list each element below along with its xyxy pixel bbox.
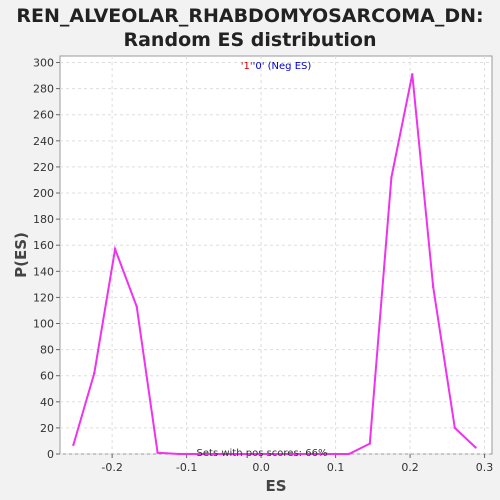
y-tick-label: 240 [33,135,54,148]
x-tick-label: 0.0 [252,461,270,474]
legend-entry: '0' [253,61,265,72]
chart-title-line-1: REN_ALVEOLAR_RHABDOMYOSARCOMA_DN: [16,5,484,27]
data-point [241,452,244,456]
data-point [72,443,75,447]
y-tick-label: 80 [40,344,54,357]
y-tick-label: 220 [33,161,54,174]
y-tick-label: 40 [40,396,54,409]
legend-entry: '1' [241,61,253,72]
y-axis-ticks: 0 20 40 60 80 100 120 140 160 180 200 220 240 260 280 3… [33,57,60,461]
chart-title-line-2: Random ES distribution [123,29,377,51]
data-point [368,442,372,445]
data-point [431,285,435,289]
data-point [177,452,181,456]
legend: '1''0' (Neg ES) [241,61,312,72]
data-point [305,452,308,456]
y-tick-label: 280 [33,83,54,96]
y-tick-label: 260 [33,109,54,122]
data-point [390,176,393,179]
x-tick-label: 0.1 [327,461,345,474]
y-tick-label: 60 [40,370,54,383]
data-point [283,452,287,456]
y-tick-label: 20 [40,422,54,435]
y-tick-label: 160 [33,239,54,252]
data-point [326,452,329,456]
data-point [220,452,223,456]
data-point [198,452,202,456]
x-axis-ticks: -0.2 -0.1 0.0 0.1 0.2 0.3 [101,454,493,474]
chart-title: REN_ALVEOLAR_RHABDOMYOSARCOMA_DN: Random… [0,4,500,52]
x-tick-label: -0.2 [101,461,122,474]
series-line [72,74,477,455]
data-point [347,452,351,456]
y-tick-label: 300 [33,57,54,70]
data-point [93,371,96,375]
y-tick-label: 100 [33,318,54,331]
data-point [453,426,456,430]
x-tick-label: 0.2 [401,461,419,474]
data-point [113,247,117,251]
x-tick-label: 0.3 [476,461,494,474]
plot-area [59,55,493,455]
data-point [411,73,414,76]
x-tick-label: -0.1 [176,461,197,474]
annotation: Sets with pos scores: 66% [197,448,328,459]
data-point [474,446,477,449]
grid-lines [60,56,492,455]
y-tick-label: 120 [33,291,54,304]
data-point [135,305,138,308]
legend-entry: (Neg ES) [264,61,311,72]
y-axis-label: P(ES) [12,232,30,278]
x-axis-label: ES [265,477,286,495]
data-point [156,451,159,454]
data-point [262,452,266,456]
series-group [72,73,477,456]
y-tick-label: 180 [33,213,54,226]
y-tick-label: 0 [47,448,54,461]
y-tick-label: 200 [33,187,54,200]
y-tick-label: 140 [33,265,54,278]
